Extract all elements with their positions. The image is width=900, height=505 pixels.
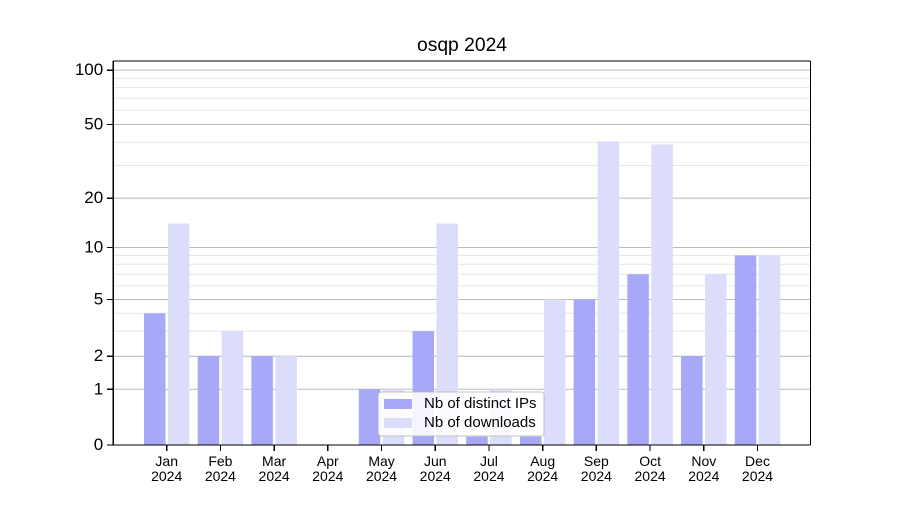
svg-text:100: 100 <box>75 60 103 79</box>
svg-text:Aug: Aug <box>530 453 555 469</box>
svg-text:2: 2 <box>94 346 103 365</box>
svg-text:10: 10 <box>84 238 103 257</box>
svg-text:2024: 2024 <box>688 468 719 484</box>
svg-text:2024: 2024 <box>581 468 612 484</box>
svg-text:2024: 2024 <box>205 468 236 484</box>
svg-text:2024: 2024 <box>635 468 666 484</box>
svg-text:Sep: Sep <box>584 453 609 469</box>
svg-text:2024: 2024 <box>473 468 504 484</box>
svg-text:50: 50 <box>84 115 103 134</box>
svg-text:2024: 2024 <box>259 468 290 484</box>
svg-text:2024: 2024 <box>312 468 343 484</box>
svg-text:Jun: Jun <box>424 453 447 469</box>
svg-text:Oct: Oct <box>639 453 661 469</box>
svg-text:2024: 2024 <box>742 468 773 484</box>
svg-text:0: 0 <box>94 435 103 454</box>
svg-text:Nov: Nov <box>691 453 716 469</box>
svg-text:Nb of downloads: Nb of downloads <box>424 414 536 431</box>
svg-text:20: 20 <box>84 188 103 207</box>
svg-text:Apr: Apr <box>317 453 339 469</box>
svg-text:Feb: Feb <box>208 453 232 469</box>
svg-text:Dec: Dec <box>745 453 770 469</box>
svg-text:1: 1 <box>94 379 103 398</box>
svg-text:5: 5 <box>94 290 103 309</box>
svg-text:Mar: Mar <box>262 453 286 469</box>
svg-text:May: May <box>368 453 394 469</box>
svg-text:2024: 2024 <box>527 468 558 484</box>
svg-text:Nb of distinct IPs: Nb of distinct IPs <box>424 395 537 412</box>
svg-text:Jul: Jul <box>480 453 498 469</box>
svg-text:2024: 2024 <box>420 468 451 484</box>
svg-text:osqp 2024: osqp 2024 <box>417 35 507 56</box>
svg-text:2024: 2024 <box>151 468 182 484</box>
svg-text:2024: 2024 <box>366 468 397 484</box>
svg-text:Jan: Jan <box>155 453 178 469</box>
